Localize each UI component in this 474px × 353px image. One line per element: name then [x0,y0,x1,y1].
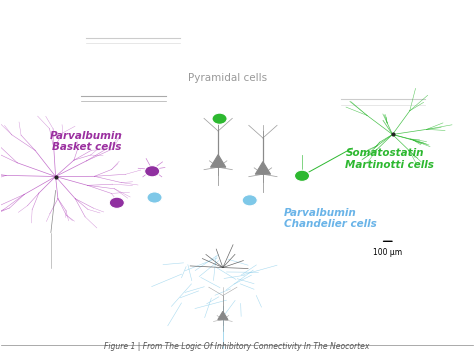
Circle shape [242,195,257,206]
Text: Pyramidal cells: Pyramidal cells [188,73,267,83]
Text: Somatostatin
Martinotti cells: Somatostatin Martinotti cells [346,148,434,170]
Text: 100 μm: 100 μm [373,248,402,257]
Circle shape [109,197,124,208]
Circle shape [294,170,310,181]
Circle shape [147,192,162,203]
Text: Parvalbumin
Chandelier cells: Parvalbumin Chandelier cells [284,208,377,229]
Text: Figure 1 | From The Logic Of Inhibitory Connectivity In The Neocortex: Figure 1 | From The Logic Of Inhibitory … [104,342,370,352]
Polygon shape [255,162,271,174]
Circle shape [145,166,160,177]
Polygon shape [218,311,228,320]
Circle shape [212,113,227,124]
Polygon shape [210,155,226,167]
Text: Parvalbumin
Basket cells: Parvalbumin Basket cells [50,131,123,152]
